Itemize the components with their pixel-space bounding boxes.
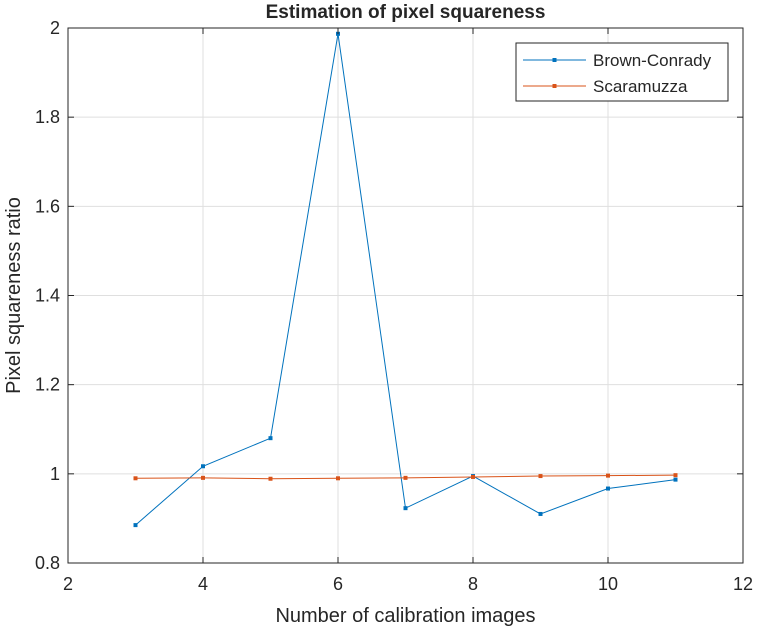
data-point-scaramuzza xyxy=(471,474,475,479)
grid-lines xyxy=(68,28,743,563)
series-scaramuzza xyxy=(133,473,678,481)
y-tick-label: 1.2 xyxy=(35,375,60,395)
data-point-brown-conrady xyxy=(133,523,138,528)
data-point-scaramuzza xyxy=(673,473,678,478)
data-point-brown-conrady xyxy=(606,486,610,491)
chart-title: Estimation of pixel squareness xyxy=(266,2,546,23)
data-point-scaramuzza xyxy=(606,473,610,478)
data-point-brown-conrady xyxy=(201,464,205,469)
data-point-scaramuzza xyxy=(403,475,408,480)
legend-box xyxy=(515,42,729,102)
y-tick-label: 1.4 xyxy=(35,286,60,306)
series-layer xyxy=(133,31,678,528)
y-tick-label: 1 xyxy=(50,464,60,484)
x-tick-label: 12 xyxy=(733,574,753,594)
x-axis-label: Number of calibration images xyxy=(275,605,535,627)
x-tick-label: 4 xyxy=(198,574,208,594)
legend-label-brown-conrady: Brown-Conrady xyxy=(593,51,712,70)
y-tick-label: 0.8 xyxy=(35,553,60,573)
data-point-scaramuzza xyxy=(133,476,138,481)
y-tick-label: 1.6 xyxy=(35,196,60,216)
x-tick-label: 8 xyxy=(468,574,478,594)
y-tick-label: 2 xyxy=(50,18,60,38)
y-axis-label: Pixel squareness ratio xyxy=(3,197,25,394)
data-point-brown-conrady xyxy=(673,477,678,482)
data-point-scaramuzza xyxy=(201,475,205,480)
y-tick-label: 1.8 xyxy=(35,107,60,127)
legend-marker-scaramuzza xyxy=(552,84,557,88)
data-point-brown-conrady xyxy=(268,436,273,441)
legend: Brown-Conrady Scaramuzza xyxy=(515,42,729,102)
data-point-scaramuzza xyxy=(268,476,273,481)
axis-ticks: 2 4 6 8 10 12 0.8 1 1.2 1.4 1.6 1.8 2 xyxy=(35,18,753,594)
data-point-scaramuzza xyxy=(538,474,543,479)
data-point-brown-conrady xyxy=(403,506,408,511)
data-point-scaramuzza xyxy=(336,476,340,481)
legend-label-scaramuzza: Scaramuzza xyxy=(593,77,688,96)
x-tick-label: 10 xyxy=(598,574,618,594)
legend-marker-brown-conrady xyxy=(552,58,557,62)
x-tick-label: 2 xyxy=(63,574,73,594)
x-tick-label: 6 xyxy=(333,574,343,594)
data-point-brown-conrady xyxy=(538,511,543,516)
